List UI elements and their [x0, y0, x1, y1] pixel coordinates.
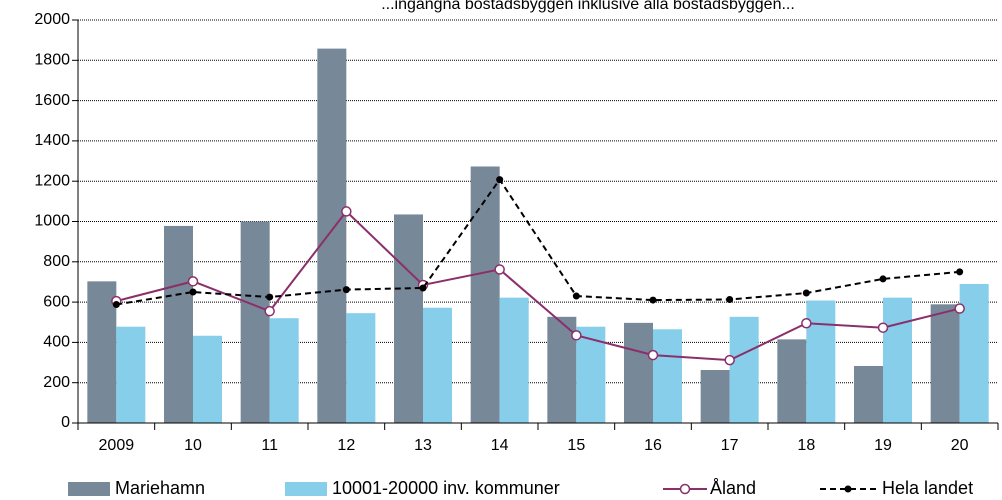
point-aland — [571, 330, 582, 341]
bar-kommuner — [346, 313, 376, 423]
y-tick-label: 600 — [43, 293, 70, 310]
point-aland — [724, 354, 735, 366]
y-tick-label: 1800 — [34, 52, 70, 69]
legend-label: Mariehamn — [115, 478, 205, 498]
bar-kommuner — [116, 326, 146, 423]
bars — [87, 48, 989, 424]
y-tick-label: 200 — [43, 374, 70, 391]
x-tick-label: 2009 — [99, 437, 135, 454]
bar-mariehamn — [854, 365, 883, 423]
legend-marker — [844, 485, 852, 493]
point-aland — [647, 349, 659, 361]
bar-mariehamn — [87, 281, 117, 423]
bar-mariehamn — [700, 370, 730, 423]
bar-kommuner — [653, 329, 682, 423]
bar-kommuner — [193, 335, 222, 423]
point-hela-landet — [649, 296, 657, 304]
point-hela-landet — [342, 286, 350, 294]
y-tick-label: 1600 — [34, 92, 70, 109]
series-lines — [111, 176, 965, 366]
legend-label: Åland — [710, 478, 756, 498]
legend: Mariehamn 10001-20000 inv. kommuner Åland H… — [68, 478, 973, 498]
point-aland — [341, 206, 352, 217]
bar-kommuner — [499, 297, 529, 423]
y-tick-label: 1000 — [34, 213, 70, 230]
y-tick-label: 800 — [43, 253, 70, 270]
y-tick-label: 2000 — [34, 11, 70, 28]
bar-mariehamn — [624, 322, 653, 423]
x-tick-label: 12 — [337, 437, 355, 454]
bar-mariehamn — [777, 339, 807, 423]
point-aland — [187, 276, 199, 287]
point-hela-landet — [802, 289, 810, 297]
bar-kommuner — [959, 283, 989, 423]
line-hela-landet — [116, 177, 960, 306]
x-tick-label: 14 — [491, 437, 509, 454]
legend-swatch — [68, 482, 110, 496]
x-tick-label: 20 — [951, 437, 969, 454]
line-aland — [116, 209, 960, 362]
bar-kommuner — [883, 297, 912, 423]
point-aland — [264, 305, 275, 317]
point-hela-landet — [496, 176, 504, 184]
x-tick-label: 15 — [567, 437, 585, 454]
bar-mariehamn — [394, 214, 423, 423]
legend-marker — [679, 483, 691, 495]
y-tick-label: 1200 — [34, 172, 70, 189]
bar-mariehamn — [317, 48, 347, 423]
x-tick-label: 13 — [414, 437, 432, 454]
point-aland — [877, 322, 889, 333]
x-tick-label: 16 — [644, 437, 662, 454]
bar-kommuner — [729, 316, 759, 423]
x-tick-label: 11 — [261, 437, 278, 454]
axes: 0 200 400 600 800 1000 1200 1400 1600 1800 2000 200… — [34, 11, 999, 454]
legend-label: Hela landet — [882, 478, 973, 498]
point-hela-landet — [266, 293, 274, 301]
point-aland — [801, 318, 812, 329]
x-tick-label: 18 — [797, 437, 815, 454]
point-hela-landet — [189, 288, 197, 296]
x-tick-label: 10 — [184, 437, 202, 454]
x-tick-label: 17 — [721, 437, 739, 454]
grid-lines — [78, 19, 998, 384]
point-hela-landet — [112, 301, 120, 309]
x-tick-label: 19 — [874, 437, 892, 454]
chart-title: ...ingångna bostadsbyggen inklusive alla… — [381, 0, 795, 13]
bar-mariehamn — [470, 166, 500, 424]
point-hela-landet — [956, 268, 964, 276]
bar-mariehamn — [240, 221, 270, 423]
y-tick-label: 400 — [43, 334, 70, 351]
bar-kommuner — [576, 326, 606, 423]
point-aland — [954, 303, 965, 314]
legend-label: 10001-20000 inv. kommuner — [332, 478, 560, 498]
point-hela-landet — [879, 275, 887, 283]
bar-kommuner — [423, 307, 452, 423]
point-hela-landet — [419, 284, 427, 292]
y-tick-label: 0 — [61, 414, 70, 431]
y-tick-label: 1400 — [34, 132, 70, 149]
point-aland — [494, 264, 505, 275]
bar-mariehamn — [930, 304, 960, 423]
point-hela-landet — [572, 292, 580, 300]
bar-kommuner — [806, 300, 836, 423]
legend-swatch — [285, 482, 327, 496]
point-hela-landet — [726, 295, 734, 303]
bar-kommuner — [269, 318, 299, 423]
bar-mariehamn — [164, 225, 193, 423]
